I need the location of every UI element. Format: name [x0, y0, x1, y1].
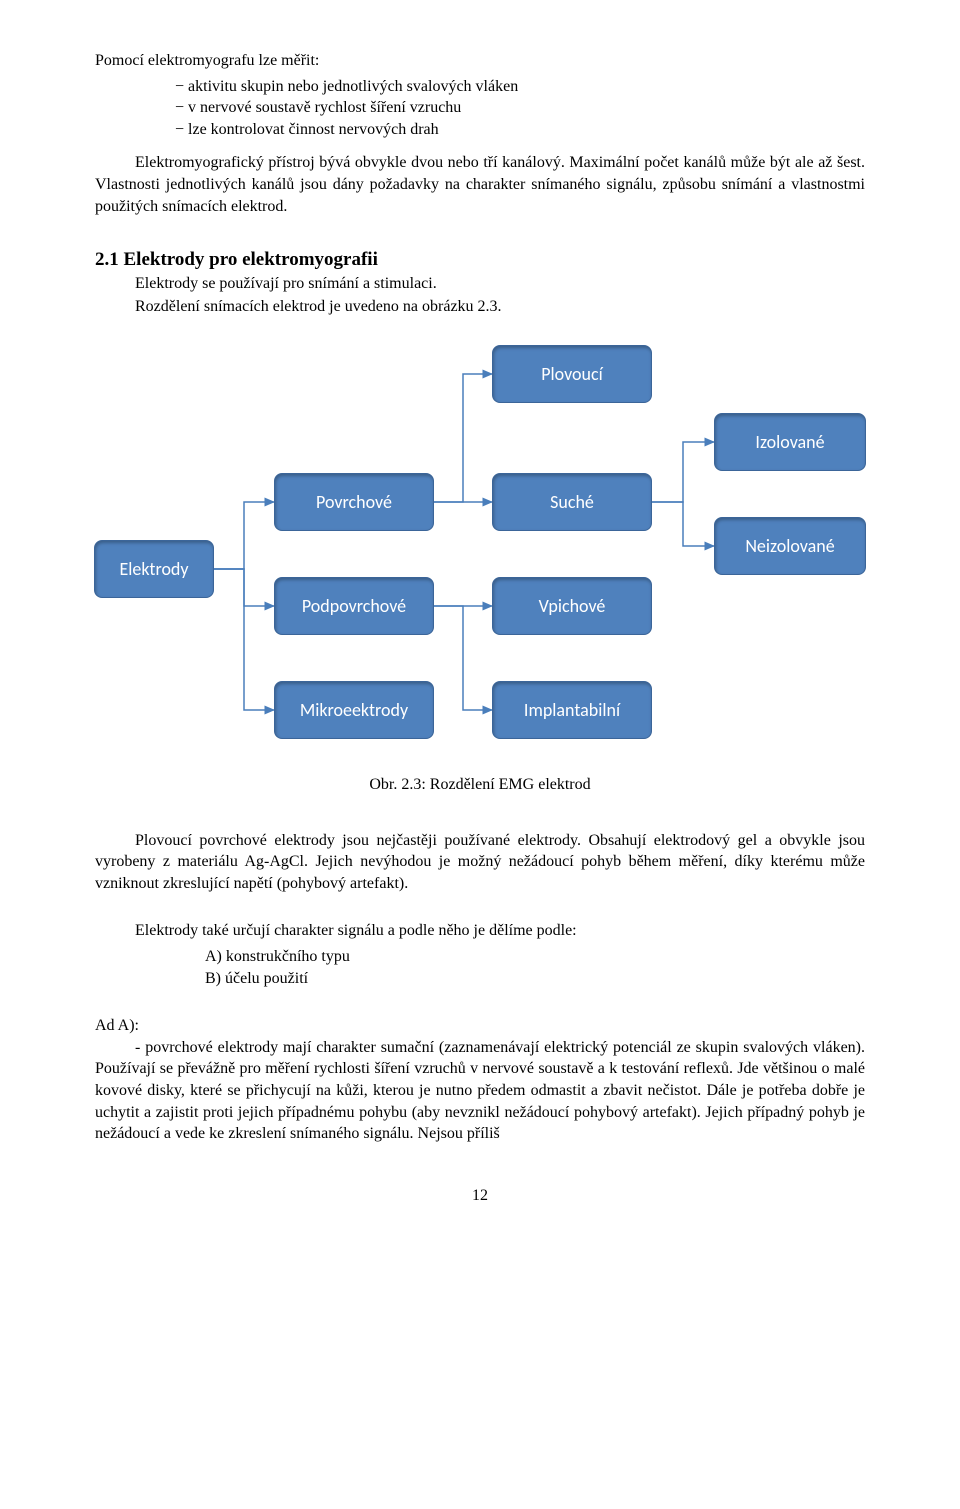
paragraph-device: Elektromyografický přístroj bývá obvykle… — [95, 152, 865, 217]
section-p2: Rozdělení snímacích elektrod je uvedeno … — [95, 296, 865, 318]
diagram-node: Neizolované — [715, 518, 865, 574]
diagram-node: Elektrody — [95, 541, 213, 597]
page-number: 12 — [95, 1185, 865, 1207]
bullet-item: v nervové soustavě rychlost šíření vzruc… — [175, 97, 865, 119]
paragraph-classification-lead: Elektrody také určují charakter signálu … — [95, 920, 865, 942]
intro-heading: Pomocí elektromyografu lze měřit: — [95, 50, 865, 72]
ad-a-body: - povrchové elektrody mají charakter sum… — [95, 1037, 865, 1145]
section-title: 2.1 Elektrody pro elektromyografii — [95, 247, 865, 273]
diagram-node: Podpovrchové — [275, 578, 433, 634]
diagram-node: Vpichové — [493, 578, 651, 634]
bullet-item: lze kontrolovat činnost nervových drah — [175, 119, 865, 141]
paragraph-floating-electrodes: Plovoucí povrchové elektrody jsou nejčas… — [95, 830, 865, 895]
diagram-node: Izolované — [715, 414, 865, 470]
figure-caption: Obr. 2.3: Rozdělení EMG elektrod — [95, 774, 865, 796]
item-b: B) účelu použití — [95, 968, 865, 990]
diagram-node: Implantabilní — [493, 682, 651, 738]
intro-bullets: aktivitu skupin nebo jednotlivých svalov… — [95, 76, 865, 141]
diagram-node: Mikroeektrody — [275, 682, 433, 738]
bullet-item: aktivitu skupin nebo jednotlivých svalov… — [175, 76, 865, 98]
diagram-node: Plovoucí — [493, 346, 651, 402]
diagram-tree: Elektrody Povrchové Podpovrchové Mikroeektr… — [95, 346, 865, 766]
ad-a-label: Ad A): — [95, 1015, 865, 1037]
item-a: A) konstrukčního typu — [95, 946, 865, 968]
diagram-node: Povrchové — [275, 474, 433, 530]
diagram-node: Suché — [493, 474, 651, 530]
section-p1: Elektrody se používají pro snímání a sti… — [95, 273, 865, 295]
